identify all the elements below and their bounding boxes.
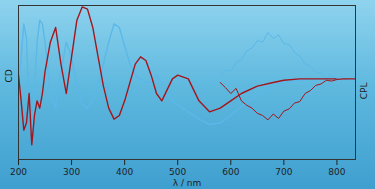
svg-text:λ / nm: λ / nm [173, 178, 202, 188]
svg-text:200: 200 [10, 167, 27, 177]
svg-text:700: 700 [275, 167, 292, 177]
svg-text:500: 500 [169, 167, 186, 177]
svg-text:CD: CD [4, 69, 14, 82]
svg-text:300: 300 [63, 167, 80, 177]
svg-text:800: 800 [328, 167, 345, 177]
svg-text:CPL: CPL [359, 83, 369, 100]
svg-text:400: 400 [116, 167, 133, 177]
svg-text:600: 600 [222, 167, 239, 177]
